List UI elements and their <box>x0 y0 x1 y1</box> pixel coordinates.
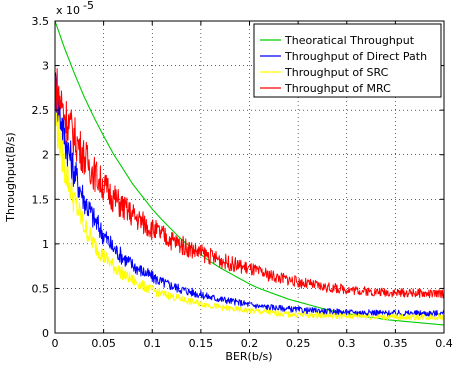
axes: 0 0.05 0.1 0.15 0.2 0.25 0.3 0.35 0.4 0 0.5 1 1.5 2 2.… <box>32 15 453 350</box>
x-tick-label: 0.35 <box>383 337 408 350</box>
series-line-1 <box>54 72 445 317</box>
y-axis-label: Throughput(B/s) <box>4 132 17 222</box>
y-tick-label: 1 <box>42 238 49 251</box>
legend-label-theoretical: Theoratical Throughput <box>284 34 415 47</box>
series-line-0 <box>54 20 445 326</box>
y-tick-label: 1.5 <box>32 193 50 206</box>
y-tick-label: 2 <box>42 149 49 162</box>
x-tick-label: 0.4 <box>435 337 453 350</box>
x-tick-label: 0.05 <box>91 337 116 350</box>
y-tick-label: 0 <box>42 327 49 340</box>
series-line-3 <box>54 68 445 299</box>
series-layer <box>54 20 445 326</box>
x-tick-label: 0.25 <box>286 337 311 350</box>
legend-label-mrc: Throughput of MRC <box>284 82 391 95</box>
legend: Theoratical Throughput Throughput of Dir… <box>253 23 442 98</box>
y-tick-label: 3.5 <box>32 15 50 28</box>
legend-label-direct-path: Throughput of Direct Path <box>284 50 427 63</box>
y-tick-label: 3 <box>42 60 49 73</box>
y-tick-label: 2.5 <box>32 104 50 117</box>
series-line-2 <box>54 105 445 321</box>
x-tick-label: 0.2 <box>241 337 259 350</box>
legend-box <box>253 23 442 98</box>
x-tick-label: 0 <box>52 337 59 350</box>
legend-label-src: Throughput of SRC <box>284 66 389 79</box>
x-tick-label: 0.15 <box>189 337 214 350</box>
y-multiplier-label: x 10 <box>56 4 80 17</box>
x-tick-label: 0.3 <box>338 337 356 350</box>
y-tick-label: 0.5 <box>32 282 50 295</box>
x-axis-label: BER(b/s) <box>225 350 272 363</box>
y-multiplier-exponent: -5 <box>83 0 94 12</box>
x-tick-label: 0.1 <box>144 337 162 350</box>
